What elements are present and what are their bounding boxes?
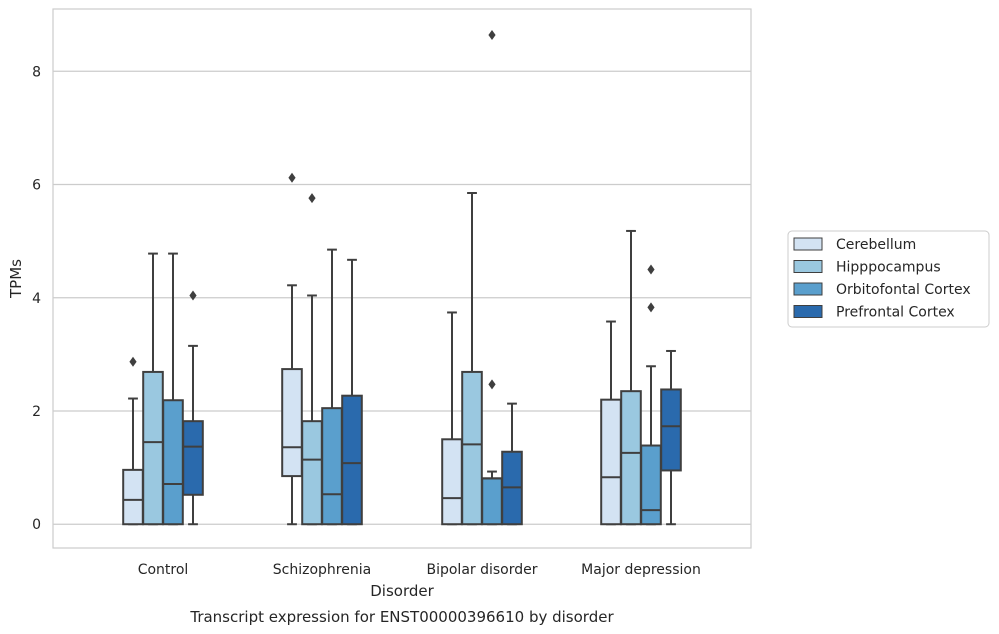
legend-item: Prefrontal Cortex xyxy=(793,305,955,321)
y-axis-ticks: 0 2 4 6 8 xyxy=(32,64,41,533)
y-tick-label: 0 xyxy=(32,517,41,533)
box-iqr xyxy=(341,394,363,526)
outlier-point xyxy=(129,356,137,367)
x-tick-label: Schizophrenia xyxy=(273,562,371,578)
y-tick-label: 2 xyxy=(32,404,41,420)
box-2-0 xyxy=(441,311,463,526)
box-iqr xyxy=(321,407,343,526)
x-axis-ticks: Control Schizophrenia Bipolar disorder Majo… xyxy=(138,562,701,578)
box-3-1 xyxy=(620,229,642,526)
box-3-0 xyxy=(600,320,622,526)
box-plot-series xyxy=(122,30,682,526)
outlier-point xyxy=(288,172,296,183)
box-0-2 xyxy=(162,252,184,526)
box-iqr xyxy=(441,438,463,526)
y-tick-label: 6 xyxy=(32,178,41,194)
box-iqr xyxy=(142,370,164,526)
x-tick-label: Bipolar disorder xyxy=(426,562,537,578)
y-axis-label: TPMs xyxy=(7,259,25,299)
x-tick-label: Control xyxy=(138,562,189,578)
box-iqr xyxy=(481,477,503,526)
legend-swatch xyxy=(793,237,823,251)
box-iqr xyxy=(281,368,303,478)
legend-swatch xyxy=(793,282,823,296)
legend-swatch xyxy=(793,260,823,273)
box-iqr xyxy=(122,468,144,526)
box-iqr xyxy=(640,444,662,526)
box-3-3 xyxy=(660,349,682,526)
outlier-point xyxy=(647,302,655,313)
outlier-point xyxy=(308,193,316,204)
legend-item: Hipppocampus xyxy=(793,260,941,276)
chart-title: Transcript expression for ENST0000039661… xyxy=(189,608,614,626)
box-2-3 xyxy=(501,402,523,526)
box-iqr xyxy=(182,420,204,496)
box-1-3 xyxy=(341,258,363,526)
box-iqr xyxy=(301,420,323,526)
x-axis-label: Disorder xyxy=(370,582,434,600)
box-iqr xyxy=(162,399,184,526)
outlier-point xyxy=(488,379,496,390)
outlier-point xyxy=(647,264,655,275)
outlier-point xyxy=(488,30,496,41)
box-2-1 xyxy=(461,192,483,526)
box-iqr xyxy=(600,398,622,526)
legend-label: Prefrontal Cortex xyxy=(836,305,955,321)
box-iqr xyxy=(620,390,642,526)
y-tick-label: 4 xyxy=(32,291,41,307)
box-iqr xyxy=(461,370,483,526)
x-tick-label: Major depression xyxy=(581,562,701,578)
outlier-point xyxy=(189,290,197,301)
legend-item: Cerebellum xyxy=(793,237,916,253)
box-0-3 xyxy=(182,290,204,526)
box-0-0 xyxy=(122,356,144,526)
legend-label: Hipppocampus xyxy=(836,260,941,276)
legend-item: Orbitofontal Cortex xyxy=(793,282,971,298)
legend-frame xyxy=(787,230,990,328)
box-3-2 xyxy=(640,264,662,526)
legend-swatch xyxy=(793,305,823,318)
y-tick-label: 8 xyxy=(32,64,41,80)
legend: Cerebellum Hipppocampus Orbitofontal Corte… xyxy=(787,230,990,328)
legend-label: Cerebellum xyxy=(836,237,916,253)
legend-label: Orbitofontal Cortex xyxy=(836,282,971,298)
box-iqr xyxy=(660,388,682,472)
